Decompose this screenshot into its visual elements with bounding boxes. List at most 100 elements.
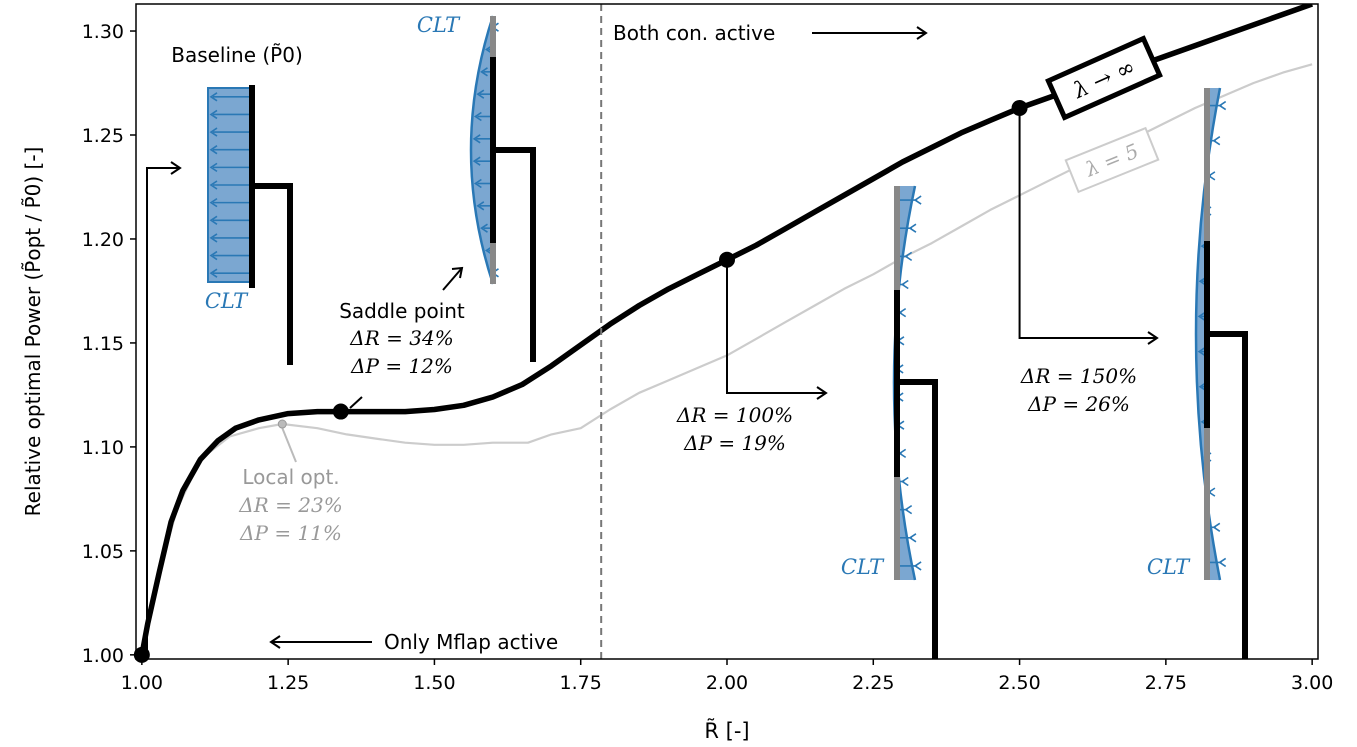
blade-inset-150 bbox=[1194, 87, 1248, 659]
markers bbox=[133, 99, 1028, 663]
arrow-head bbox=[269, 635, 281, 649]
load-arrow-head bbox=[908, 533, 917, 543]
load-arrow-head bbox=[898, 307, 907, 318]
load-arrow-head bbox=[472, 134, 481, 144]
lambda-inf-box bbox=[1045, 35, 1163, 121]
load-outline bbox=[469, 15, 495, 285]
y-tick-label: 1.00 bbox=[82, 645, 124, 667]
clt-label: CLT bbox=[841, 555, 885, 579]
x-tick-label: 1.75 bbox=[560, 672, 602, 694]
load-arrow-head bbox=[480, 67, 488, 77]
data-point-marker bbox=[1011, 99, 1028, 116]
saddle-title: Saddle point bbox=[339, 299, 465, 323]
ann150-pointer bbox=[1018, 107, 1157, 339]
annotations: Baseline (P̃0) CLT CLT CLT CLT Saddle point ΔR… bbox=[146, 13, 1191, 654]
y-axis-label: Relative optimal Power (P̃opt / P̃0) [-] bbox=[21, 147, 45, 517]
load-arrow-head bbox=[209, 109, 218, 120]
load-arrow-head bbox=[476, 89, 485, 99]
lambda-5-box bbox=[1064, 126, 1160, 194]
load-arrow-head bbox=[913, 561, 922, 571]
load-arrow-head bbox=[209, 215, 218, 225]
y-tick-label: 1.30 bbox=[82, 21, 124, 43]
x-tick-label: 1.50 bbox=[413, 672, 455, 694]
local-opt-marker bbox=[277, 419, 287, 429]
arrow-head bbox=[816, 386, 828, 400]
only-mflap-label: Only Mflap active bbox=[384, 630, 558, 654]
load-arrow-head bbox=[476, 201, 485, 211]
baseline-label: Baseline (P̃0) bbox=[171, 43, 303, 67]
arrow-head bbox=[451, 266, 464, 279]
blade-insets bbox=[207, 15, 1248, 659]
baseline-arrow bbox=[146, 167, 180, 651]
arrow-head bbox=[1147, 331, 1159, 345]
x-tick-label: 3.00 bbox=[1291, 672, 1333, 694]
x-tick-label: 2.75 bbox=[1145, 672, 1187, 694]
blade-inset-saddle bbox=[469, 15, 536, 362]
ann100-delta-r: ΔR = 100% bbox=[676, 403, 793, 427]
load-arrow-head bbox=[913, 195, 922, 205]
saddle-inset-arrow bbox=[442, 267, 463, 291]
load-arrow-head bbox=[209, 180, 218, 190]
x-tick-label: 1.00 bbox=[121, 672, 163, 694]
blade-inset-baseline bbox=[207, 85, 293, 365]
local-opt-title: Local opt. bbox=[242, 465, 339, 489]
local-opt-delta-r: ΔR = 23% bbox=[238, 493, 342, 517]
load-arrow-head bbox=[1218, 100, 1227, 111]
lambda-5-label-group: λ = 5 bbox=[1064, 126, 1160, 194]
load-arrow-head bbox=[1218, 557, 1227, 568]
load-arrow-head bbox=[209, 268, 218, 278]
arrow-head bbox=[170, 161, 182, 175]
x-tick-label: 2.00 bbox=[706, 672, 748, 694]
load-arrow-head bbox=[904, 251, 913, 262]
saddle-delta-r: ΔR = 34% bbox=[349, 326, 453, 350]
both-active-label: Both con. active bbox=[613, 21, 775, 45]
x-tick-label: 1.25 bbox=[267, 672, 309, 694]
load-arrow-head bbox=[900, 476, 909, 487]
load-arrow-head bbox=[209, 145, 218, 155]
load-arrow-head bbox=[209, 127, 218, 137]
load-arrow-head bbox=[473, 111, 482, 122]
tower bbox=[252, 183, 293, 365]
load-arrow-head bbox=[904, 504, 913, 515]
load-arrow-head bbox=[209, 92, 218, 102]
ann150-delta-p: ΔP = 26% bbox=[1027, 392, 1130, 416]
data-point-marker bbox=[332, 403, 349, 420]
tower bbox=[493, 147, 536, 362]
y-tick-label: 1.15 bbox=[82, 333, 124, 355]
ann150-delta-r: ΔR = 150% bbox=[1020, 364, 1137, 388]
load-arrow-head bbox=[1197, 311, 1206, 322]
load-arrow-head bbox=[209, 233, 218, 243]
axes: 1.00 1.25 1.50 1.75 2.00 2.25 2.50 2.75 3.00 1.00… bbox=[21, 3, 1333, 743]
data-point-marker bbox=[719, 251, 735, 268]
ann100-pointer bbox=[726, 259, 826, 394]
load-arrow-head bbox=[908, 223, 917, 233]
x-tick-label: 2.25 bbox=[852, 672, 894, 694]
load-arrow-head bbox=[900, 279, 909, 290]
y-tick-label: 1.05 bbox=[82, 541, 124, 563]
arrow-head bbox=[916, 26, 928, 40]
saddle-pointer bbox=[349, 396, 363, 409]
y-tick-label: 1.25 bbox=[82, 125, 124, 147]
x-axis-label: R̃ [-] bbox=[704, 718, 749, 743]
load-arrow-head bbox=[472, 156, 481, 166]
y-tick-label: 1.10 bbox=[82, 437, 124, 459]
tower bbox=[1207, 331, 1248, 659]
clt-label: CLT bbox=[417, 13, 461, 37]
x-tick-label: 2.50 bbox=[998, 672, 1040, 694]
clt-label: CLT bbox=[1147, 555, 1191, 579]
load-arrow-head bbox=[1212, 136, 1221, 146]
lambda-inf-label-group: λ → ∞ bbox=[1045, 35, 1163, 121]
load-arrow-head bbox=[209, 250, 218, 261]
blade-inset-100 bbox=[892, 185, 938, 659]
load-arrow-head bbox=[473, 178, 482, 189]
y-tick-label: 1.20 bbox=[82, 229, 124, 251]
load-arrow-head bbox=[209, 162, 218, 173]
saddle-delta-p: ΔP = 12% bbox=[350, 354, 453, 378]
load-arrow-head bbox=[209, 197, 218, 208]
clt-label: CLT bbox=[205, 289, 249, 313]
load-arrow-head bbox=[898, 448, 907, 459]
local-opt-delta-p: ΔP = 11% bbox=[239, 521, 342, 545]
tower bbox=[897, 379, 938, 659]
ann100-delta-p: ΔP = 19% bbox=[683, 431, 786, 455]
